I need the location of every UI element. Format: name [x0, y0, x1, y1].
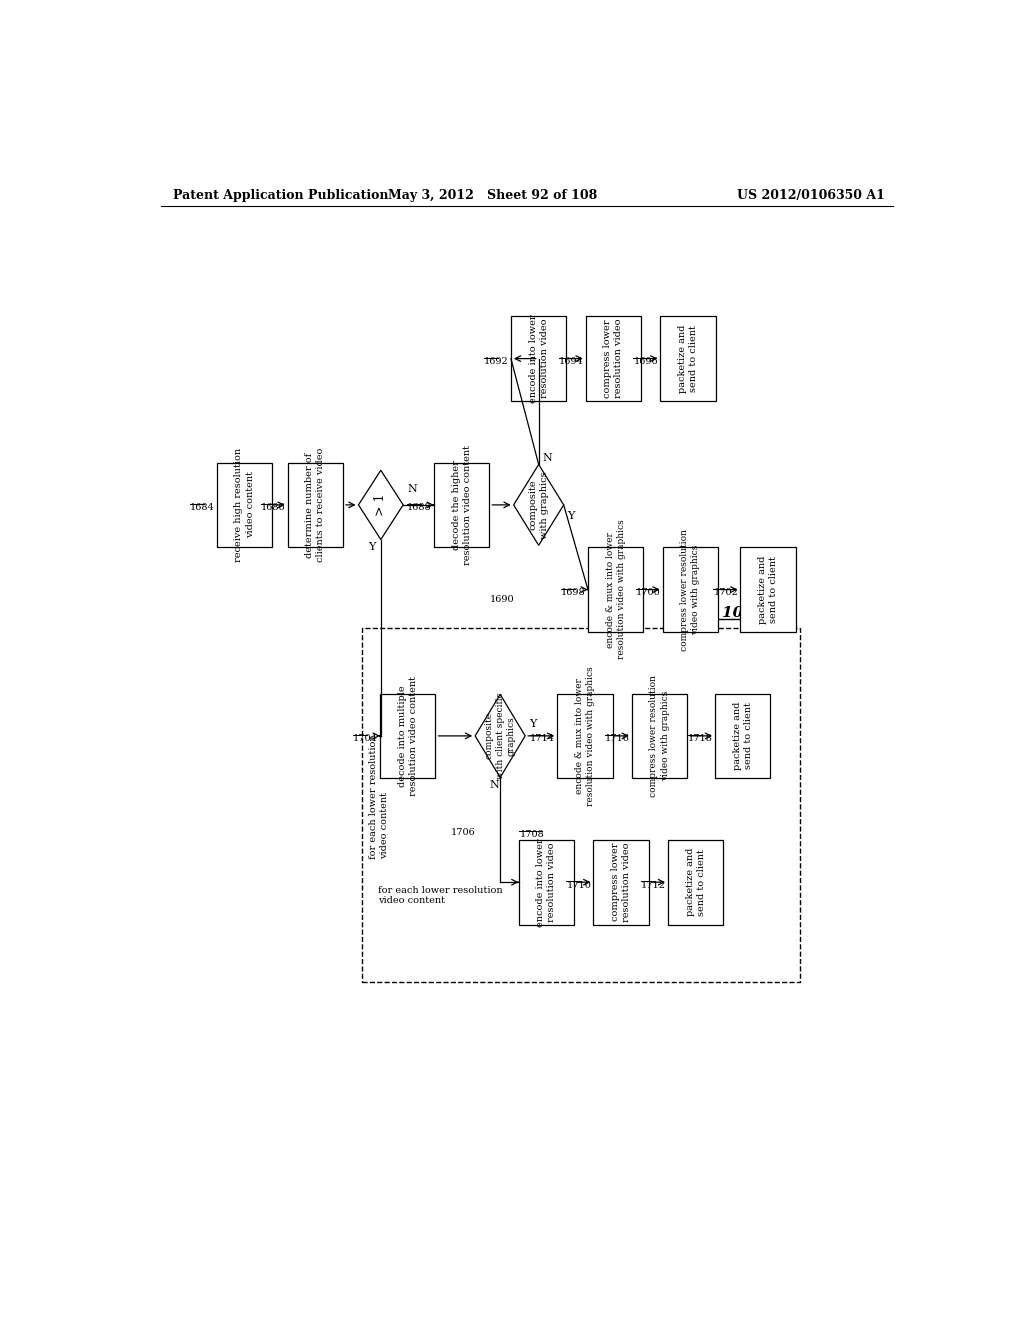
Text: > 1: > 1 [375, 494, 387, 516]
Text: packetize and
send to client: packetize and send to client [686, 847, 706, 916]
Text: 1696: 1696 [634, 358, 658, 366]
Text: encode into lower
resolution video: encode into lower resolution video [537, 838, 556, 927]
FancyBboxPatch shape [740, 548, 796, 632]
Text: Y: Y [529, 719, 537, 730]
FancyBboxPatch shape [715, 693, 770, 779]
Text: 1704: 1704 [353, 734, 378, 743]
Text: 1698: 1698 [561, 589, 586, 597]
Text: 1688: 1688 [407, 503, 431, 512]
FancyBboxPatch shape [518, 840, 574, 924]
Text: 1686: 1686 [261, 503, 286, 512]
FancyBboxPatch shape [217, 462, 272, 548]
Text: compress lower
resolution video: compress lower resolution video [611, 842, 631, 921]
Bar [361, 628, 801, 982]
Text: Y: Y [368, 543, 375, 552]
Text: compress lower resolution
video with graphics: compress lower resolution video with gra… [680, 528, 700, 651]
FancyBboxPatch shape [511, 317, 566, 401]
Text: 1710: 1710 [566, 880, 591, 890]
Text: Patent Application Publication: Patent Application Publication [173, 189, 388, 202]
Text: receive high resolution
video content: receive high resolution video content [234, 447, 255, 562]
FancyBboxPatch shape [663, 548, 718, 632]
Text: decode the higher
resolution video content: decode the higher resolution video conte… [452, 445, 472, 565]
Text: US 2012/0106350 A1: US 2012/0106350 A1 [737, 189, 885, 202]
Text: determine number of
clients to receive video: determine number of clients to receive v… [305, 447, 326, 562]
Text: 1690: 1690 [489, 595, 514, 605]
Text: packetize and
send to client: packetize and send to client [678, 325, 698, 393]
Text: 1712: 1712 [641, 880, 666, 890]
Text: N: N [543, 453, 552, 463]
Text: 1692: 1692 [484, 358, 509, 366]
FancyBboxPatch shape [593, 840, 649, 924]
Text: 1694: 1694 [559, 358, 584, 366]
Text: N: N [407, 484, 417, 495]
Text: for each lower resolution
video content: for each lower resolution video content [370, 734, 389, 859]
Text: FIG. 102: FIG. 102 [681, 606, 754, 619]
Text: packetize and
send to client: packetize and send to client [732, 702, 753, 770]
Text: 1706: 1706 [451, 829, 475, 837]
Polygon shape [514, 465, 563, 545]
Text: compress lower resolution
video with graphics: compress lower resolution video with gra… [649, 675, 670, 797]
FancyBboxPatch shape [434, 462, 489, 548]
FancyBboxPatch shape [557, 693, 612, 779]
FancyBboxPatch shape [288, 462, 343, 548]
Text: May 3, 2012   Sheet 92 of 108: May 3, 2012 Sheet 92 of 108 [388, 189, 597, 202]
Text: compress lower
resolution video: compress lower resolution video [603, 319, 624, 399]
Text: 1718: 1718 [688, 734, 713, 743]
Text: decode into multiple
resolution video content: decode into multiple resolution video co… [397, 676, 418, 796]
Text: for each lower resolution
video content: for each lower resolution video content [379, 886, 503, 906]
Polygon shape [358, 470, 403, 540]
FancyBboxPatch shape [632, 693, 687, 779]
Text: encode & mux into lower
resolution video with graphics: encode & mux into lower resolution video… [574, 667, 595, 805]
Text: composite
with graphics: composite with graphics [528, 471, 549, 539]
FancyBboxPatch shape [586, 317, 641, 401]
Text: 1700: 1700 [636, 589, 660, 597]
FancyBboxPatch shape [380, 693, 435, 779]
FancyBboxPatch shape [660, 317, 716, 401]
FancyBboxPatch shape [668, 840, 724, 924]
Polygon shape [475, 694, 525, 777]
Text: composite
with client specific
graphics: composite with client specific graphics [484, 693, 516, 779]
Text: 1714: 1714 [530, 734, 555, 743]
Text: encode into lower
resolution video: encode into lower resolution video [528, 314, 549, 403]
FancyBboxPatch shape [588, 548, 643, 632]
Text: 1684: 1684 [189, 503, 215, 512]
Text: 1716: 1716 [605, 734, 630, 743]
Text: 1702: 1702 [714, 589, 738, 597]
Text: N: N [489, 780, 499, 791]
Text: packetize and
send to client: packetize and send to client [758, 556, 778, 624]
Text: 1708: 1708 [519, 830, 544, 838]
Text: encode & mux into lower
resolution video with graphics: encode & mux into lower resolution video… [605, 520, 626, 660]
Text: Y: Y [567, 511, 574, 521]
